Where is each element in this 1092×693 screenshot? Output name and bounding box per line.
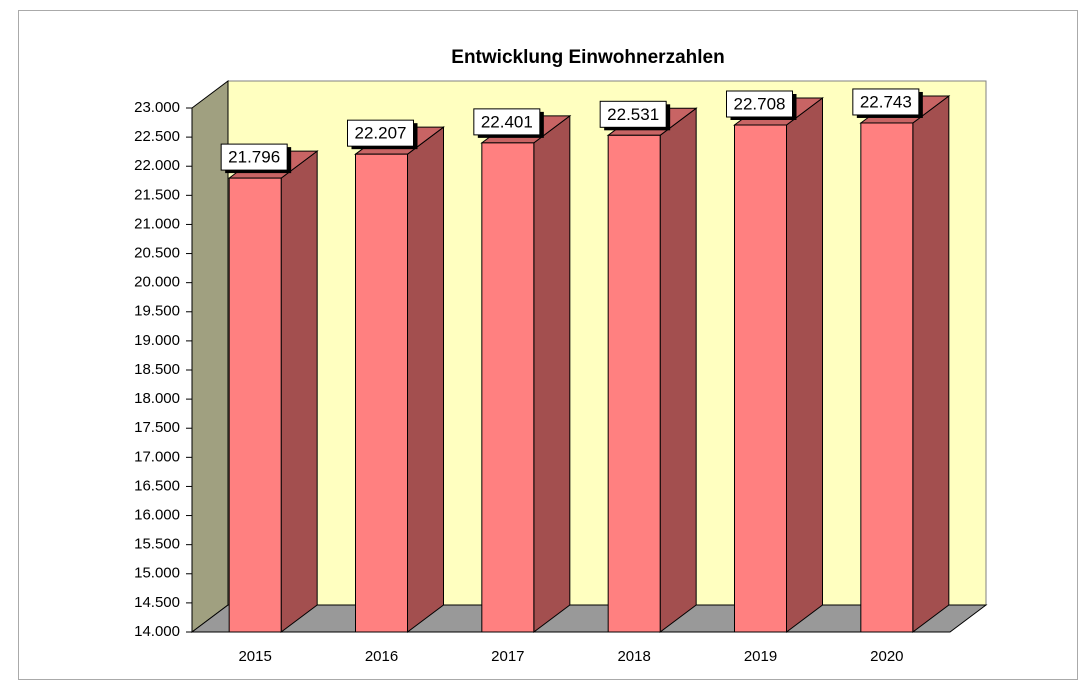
y-tick-label: 14.000 <box>134 623 180 640</box>
bar <box>228 177 282 633</box>
data-label: 21.796 <box>228 148 280 167</box>
y-tick-label: 16.000 <box>134 507 180 524</box>
label-box <box>726 90 793 118</box>
bar-side <box>786 97 823 633</box>
bar-side <box>533 114 571 633</box>
bar-side <box>912 94 950 633</box>
data-label: 22.207 <box>355 124 407 143</box>
bar <box>734 124 787 633</box>
y-tick-label: 19.000 <box>134 332 180 349</box>
y-tick-label: 15.000 <box>134 565 180 582</box>
bar <box>607 134 661 633</box>
bar-side <box>659 107 697 633</box>
x-tick-label: 2020 <box>870 648 903 665</box>
x-tick-label: 2018 <box>617 648 650 665</box>
data-label: 22.743 <box>860 92 912 111</box>
data-label: 22.708 <box>734 94 786 113</box>
label-box <box>347 119 414 147</box>
x-tick-label: 2019 <box>744 648 777 665</box>
label-box <box>852 88 920 116</box>
data-label: 22.531 <box>607 105 659 124</box>
y-tick-label: 20.500 <box>134 245 180 262</box>
label-box <box>220 143 288 171</box>
y-tick-label: 14.500 <box>134 594 180 611</box>
data-label: 22.401 <box>481 112 533 131</box>
y-tick-label: 18.500 <box>134 361 180 378</box>
bar-side <box>407 126 444 633</box>
y-tick-label: 22.000 <box>134 157 180 174</box>
y-tick-label: 18.000 <box>134 390 180 407</box>
x-tick-label: 2017 <box>491 648 524 665</box>
bar <box>481 142 535 633</box>
y-tick-label: 16.500 <box>134 477 180 494</box>
bar-side <box>280 150 318 633</box>
label-box <box>599 100 667 128</box>
y-tick-label: 20.000 <box>134 274 180 291</box>
x-tick-label: 2015 <box>238 648 271 665</box>
y-tick-label: 17.000 <box>134 448 180 465</box>
y-tick-label: 17.500 <box>134 419 180 436</box>
chart-title: Entwicklung Einwohnerzahlen <box>451 47 724 68</box>
y-tick-label: 23.000 <box>134 99 180 116</box>
y-tick-label: 19.500 <box>134 303 180 320</box>
y-tick-label: 21.500 <box>134 186 180 203</box>
y-tick-label: 15.500 <box>134 536 180 553</box>
y-tick-label: 21.000 <box>134 215 180 232</box>
x-tick-label: 2016 <box>365 648 398 665</box>
bar <box>860 122 914 633</box>
y-tick-label: 22.500 <box>134 128 180 145</box>
bar <box>355 153 408 633</box>
label-box <box>473 108 541 136</box>
